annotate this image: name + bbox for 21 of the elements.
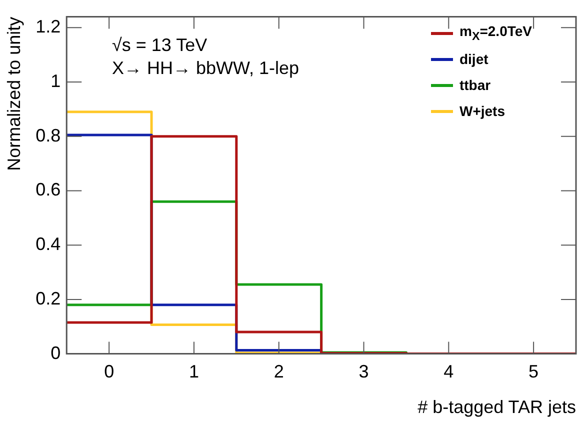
x-axis-title: # b-tagged TAR jets [418,397,576,418]
x-tick-label: 3 [358,362,369,382]
y-tick-label: 1.2 [36,16,61,37]
y-tick-label: 0.6 [36,180,61,200]
y-axis-title: Normalized to unity [4,16,24,171]
annotation: X→ HH→ bbWW, 1-lep [112,57,300,80]
y-tick-label: 1 [50,70,61,91]
x-tick-label: 0 [104,362,114,382]
x-tick-label: 1 [188,362,199,382]
legend-label: m$_{X}$=2.0TeV [459,23,532,43]
y-tick-label: 0.4 [36,234,61,254]
legend-label: ttbar [459,77,491,93]
x-tick-label: 2 [274,362,284,382]
legend-label: W+jets [459,103,505,119]
x-tick-label: 5 [528,362,539,382]
x-tick-label: 4 [444,362,454,382]
y-tick-label: 0 [50,342,61,363]
annotation: √s = 13 TeV [112,34,208,57]
y-tick-label: 0.8 [36,125,61,146]
legend-label: dijet [459,51,488,67]
y-tick-label: 0.2 [36,288,61,308]
